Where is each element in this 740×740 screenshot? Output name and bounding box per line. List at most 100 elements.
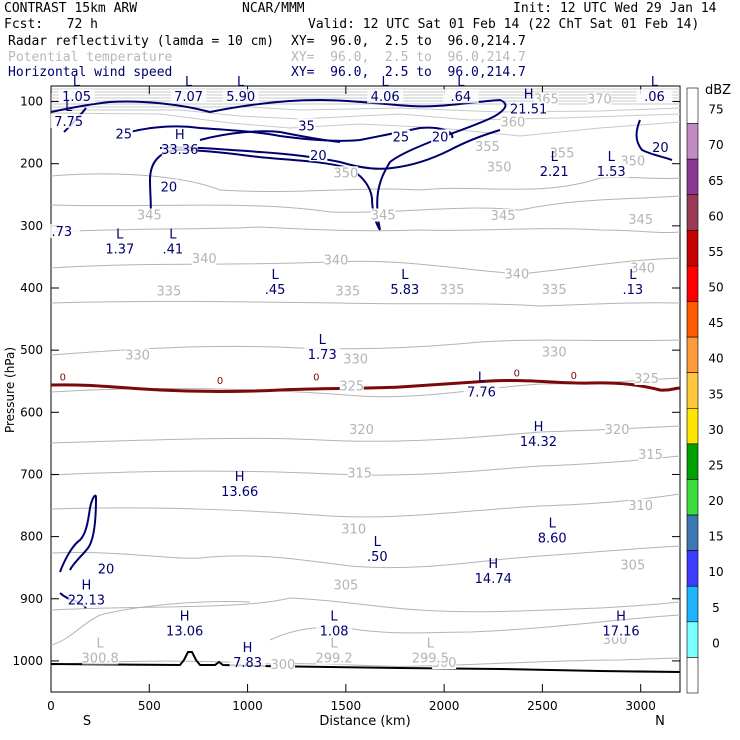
theta-contour-label: 335	[157, 284, 182, 299]
theta-contour-label: 325	[339, 379, 364, 394]
colorbar-level-label: 45	[708, 316, 723, 330]
extremum-bg	[161, 142, 198, 157]
theta-contour-label: 345	[491, 209, 516, 224]
south-label: S	[83, 714, 91, 729]
wind-contour-label: 25	[115, 127, 132, 142]
field-name-reflectivity: Radar reflectivity (lamda = 10 cm)	[8, 34, 275, 49]
theta-label-bg	[156, 284, 181, 298]
field-xy-theta: XY= 96.0, 2.5 to 96.0,214.7	[291, 50, 526, 65]
extremum-kind: H	[175, 128, 185, 143]
colorbar-level-label: 65	[708, 174, 723, 188]
y-tick-label: 400	[20, 281, 43, 295]
zero-contour-label: 0	[217, 376, 223, 387]
extremum-value: 1.37	[105, 242, 134, 257]
y-tick-label: 300	[20, 219, 43, 233]
extrema-labels: L1.05L7.07L5.90L4.06L.64L.06L7.75H21.51H…	[43, 75, 673, 671]
theta-contour-label: 335	[335, 284, 360, 299]
valid-time: Valid: 12 UTC Sat 01 Feb 14 (22 ChT Sat …	[308, 17, 700, 32]
theta-label-bg	[192, 252, 217, 266]
theta-label-bg	[371, 208, 396, 222]
wind-contour-label: 20	[432, 131, 449, 146]
extremum-bg	[412, 650, 449, 665]
theta-contour-label: 305	[333, 578, 358, 593]
extremum-bg	[316, 650, 353, 665]
extremum-bg	[636, 89, 673, 104]
colorbar-level-label: 15	[708, 530, 723, 544]
extremum-bg	[593, 163, 630, 178]
extremum-kind: H	[534, 420, 544, 435]
theta-label-bg	[349, 422, 374, 436]
wind-label-bg	[97, 561, 116, 575]
wind-label-bg	[309, 148, 328, 162]
extremum-bg	[58, 89, 95, 104]
colorbar-swatch	[686, 265, 699, 302]
extremum-value: .50	[367, 550, 388, 565]
extremum-kind: L	[319, 333, 327, 348]
extremum-value: 4.06	[371, 90, 400, 105]
colorbar-level-label: 30	[708, 423, 723, 437]
theta-label-bg	[333, 578, 358, 592]
colorbar-level-label: 10	[708, 565, 723, 579]
theta-label-bg	[324, 253, 349, 267]
theta-contour-label: 305	[620, 558, 645, 573]
field-xy-reflectivity: XY= 96.0, 2.5 to 96.0,214.7	[291, 34, 526, 49]
colorbar-swatch	[686, 514, 699, 551]
theta-label-bg	[542, 345, 567, 359]
theta-label-bg	[347, 466, 372, 480]
extremum-kind: L	[65, 100, 73, 115]
wind-label-bg	[431, 129, 450, 143]
extremum-kind: L	[97, 636, 105, 651]
x-tick-label: 1500	[331, 699, 362, 713]
theta-contour-label: 345	[628, 213, 653, 228]
extremum-kind: L	[237, 75, 245, 90]
colorbar-swatch	[686, 443, 699, 480]
theta-label-bg	[137, 208, 162, 222]
theta-contour-label: 300	[271, 658, 296, 673]
colorbar-level-label: 70	[708, 138, 723, 152]
colorbar-swatch	[686, 123, 699, 160]
colorbar-swatch	[686, 87, 699, 124]
theta-contour-label: 325	[634, 372, 659, 387]
extremum-value: .73	[51, 225, 72, 240]
extremum-bg	[170, 89, 207, 104]
extremum-value: 8.60	[538, 532, 567, 547]
colorbar-swatch	[686, 479, 699, 516]
extremum-bg	[304, 347, 341, 362]
theta-label-bg	[587, 92, 612, 106]
zero-contour-label: 0	[60, 372, 66, 383]
extremum-kind: L	[382, 75, 390, 90]
field-name-theta: Potential temperature	[8, 50, 173, 65]
terrain-surface	[50, 651, 681, 673]
extremum-kind: H	[488, 557, 498, 572]
colorbar-level-label: 60	[708, 209, 723, 223]
forecast-hour: Fcst: 72 h	[4, 17, 98, 32]
theta-label-bg	[343, 352, 368, 366]
extremum-kind: L	[457, 75, 465, 90]
wind-contour-labels: 25 35 25 20 20 20 20 20	[97, 118, 670, 578]
colorbar-level-label: 50	[708, 281, 723, 295]
theta-contour-label: 350	[487, 161, 512, 176]
init-time: Init: 12 UTC Wed 29 Jan 14	[513, 1, 717, 16]
theta-contour-label: 320	[605, 423, 630, 438]
colorbar-swatch	[686, 158, 699, 196]
extremum-value: 14.32	[520, 435, 557, 450]
extremum-kind: H	[180, 610, 190, 625]
theta-contour-label: 340	[324, 253, 349, 268]
extremum-value: 7.76	[467, 385, 496, 400]
extremum-kind: H	[616, 610, 626, 625]
extremum-value: 299.2	[315, 651, 352, 666]
extremum-kind: H	[81, 579, 91, 594]
extremum-bg	[101, 241, 138, 256]
wind-speed-contours	[50, 98, 673, 609]
theta-contour-label: 355	[550, 146, 575, 161]
y-axis-title: Pressure (hPa)	[3, 347, 17, 433]
theta-label-bg	[475, 140, 500, 154]
colorbar-swatch	[686, 372, 699, 409]
extremum-kind: L	[169, 227, 177, 242]
theta-contour-label: 315	[638, 448, 663, 463]
extremum-value: .45	[265, 283, 286, 298]
extremum-bg	[520, 434, 557, 449]
wind-contour-label: 20	[652, 141, 669, 156]
extremum-kind: L	[551, 150, 559, 165]
